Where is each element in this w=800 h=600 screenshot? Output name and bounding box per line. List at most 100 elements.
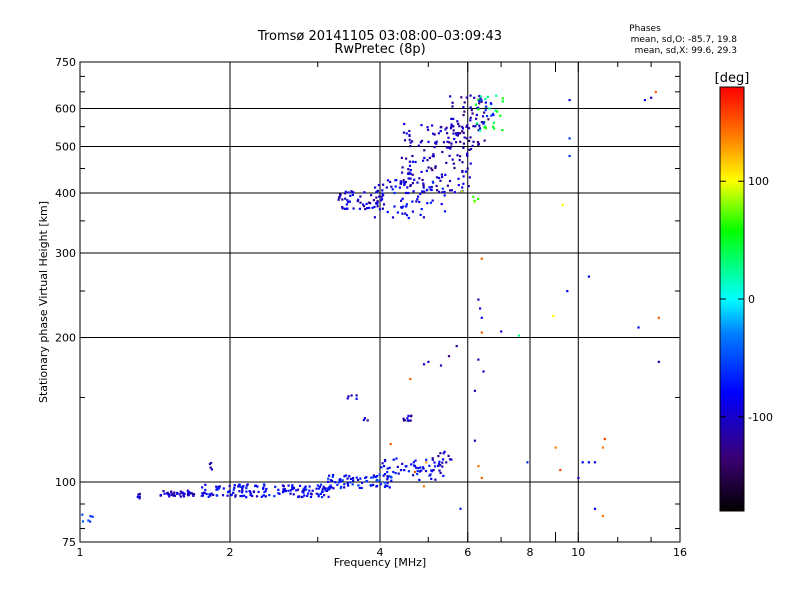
- data-point: [384, 459, 387, 462]
- data-point: [399, 469, 403, 472]
- data-point: [472, 140, 475, 143]
- data-point: [492, 121, 496, 124]
- data-point: [362, 203, 365, 206]
- data-point: [452, 162, 455, 165]
- data-point: [457, 184, 460, 187]
- data-point: [396, 465, 399, 468]
- data-point: [240, 485, 243, 488]
- data-point: [405, 157, 408, 160]
- data-point: [411, 154, 414, 158]
- data-point: [277, 492, 280, 495]
- data-point: [348, 200, 351, 203]
- data-point: [159, 494, 162, 497]
- data-point: [356, 478, 360, 481]
- data-point: [222, 487, 225, 490]
- data-point: [191, 493, 195, 496]
- data-point: [568, 137, 571, 140]
- data-point: [357, 484, 360, 487]
- data-point: [405, 191, 408, 195]
- data-point: [561, 203, 564, 206]
- data-point: [483, 111, 486, 114]
- data-point: [369, 484, 372, 487]
- data-point: [654, 90, 657, 93]
- data-point: [471, 144, 474, 147]
- data-point: [418, 470, 421, 473]
- data-point: [317, 495, 320, 498]
- data-point: [262, 486, 265, 489]
- data-point: [499, 114, 502, 117]
- data-point: [172, 494, 175, 497]
- data-point: [422, 159, 425, 162]
- y-axis: 75 100 200 300 400 500 600 750: [55, 56, 680, 549]
- data-point: [420, 139, 424, 142]
- data-point: [411, 160, 414, 163]
- y-tick-label: 75: [62, 536, 76, 549]
- data-point: [422, 216, 425, 219]
- data-point: [407, 414, 410, 417]
- data-point: [346, 477, 349, 480]
- data-point: [477, 465, 480, 468]
- data-point: [182, 495, 186, 498]
- data-point: [439, 364, 443, 367]
- data-point: [462, 131, 465, 134]
- data-point: [422, 485, 426, 488]
- data-point: [324, 489, 327, 492]
- data-point: [419, 192, 422, 195]
- data-point: [493, 127, 496, 130]
- data-point: [308, 489, 311, 492]
- data-point: [226, 494, 229, 497]
- data-point: [408, 129, 411, 133]
- data-point: [192, 494, 195, 497]
- data-point: [386, 475, 389, 478]
- data-point: [383, 481, 386, 484]
- data-point: [408, 160, 411, 163]
- data-point: [429, 188, 432, 191]
- data-point: [455, 132, 458, 135]
- data-point: [380, 195, 383, 198]
- data-point: [457, 132, 460, 135]
- data-point: [500, 330, 503, 333]
- data-point: [431, 457, 434, 460]
- data-point: [390, 475, 393, 479]
- data-point: [486, 95, 489, 98]
- data-point: [368, 206, 371, 209]
- data-point: [170, 491, 173, 494]
- data-point: [245, 496, 248, 499]
- data-point: [376, 205, 379, 208]
- data-point: [419, 466, 422, 469]
- data-point: [366, 207, 369, 210]
- data-point: [601, 446, 604, 449]
- data-point: [427, 166, 430, 169]
- data-point: [438, 460, 441, 463]
- data-point: [375, 202, 378, 205]
- data-point: [371, 206, 374, 209]
- data-point: [427, 360, 430, 363]
- data-point: [439, 452, 442, 455]
- data-point: [291, 485, 294, 488]
- data-point: [393, 191, 396, 195]
- data-point: [451, 105, 454, 108]
- y-tick-label: 600: [55, 103, 76, 116]
- data-point: [477, 129, 480, 132]
- data-point: [445, 161, 448, 164]
- data-point: [318, 487, 321, 490]
- data-point: [378, 479, 381, 482]
- data-point: [364, 476, 367, 480]
- data-point: [289, 492, 292, 495]
- data-point: [420, 208, 423, 211]
- data-point: [450, 125, 453, 128]
- data-point: [352, 191, 355, 194]
- data-point: [435, 184, 438, 188]
- data-point: [456, 154, 459, 157]
- data-point: [461, 170, 464, 174]
- y-tick-label: 500: [55, 141, 76, 154]
- data-point: [396, 211, 399, 214]
- data-point: [341, 206, 344, 209]
- data-point: [444, 173, 447, 176]
- data-point: [343, 483, 346, 486]
- data-point: [381, 462, 384, 465]
- data-point: [376, 202, 379, 205]
- data-point: [323, 487, 327, 490]
- data-point: [291, 484, 294, 487]
